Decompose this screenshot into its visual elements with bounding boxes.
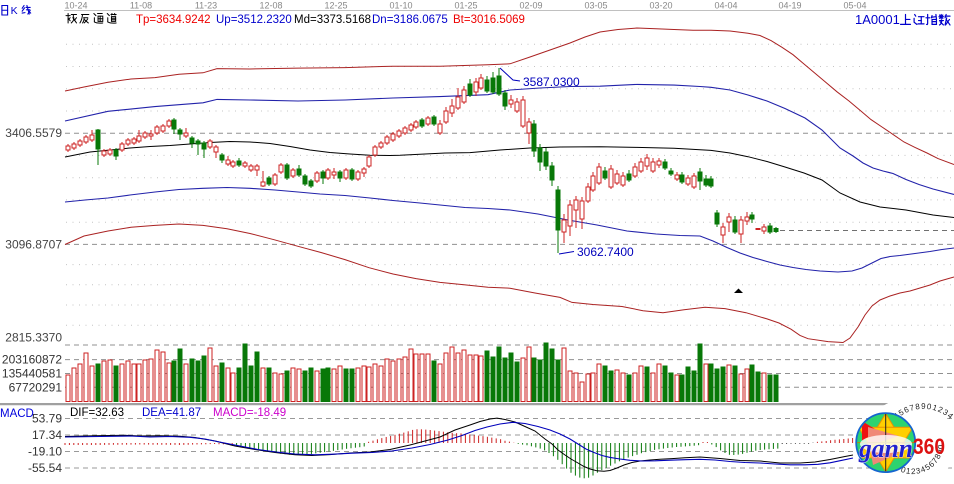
svg-text:MACD=-18.49: MACD=-18.49 — [213, 407, 286, 419]
svg-text:67720291: 67720291 — [9, 380, 63, 394]
svg-text:Dn=3186.0675: Dn=3186.0675 — [372, 14, 448, 26]
svg-text:Tp=3634.9242: Tp=3634.9242 — [136, 14, 211, 26]
svg-text:05-04: 05-04 — [843, 1, 866, 11]
svg-text:12-08: 12-08 — [259, 1, 282, 11]
svg-text:3587.0300: 3587.0300 — [523, 75, 580, 89]
svg-text:11-23: 11-23 — [195, 1, 217, 11]
svg-text:-19.10: -19.10 — [28, 445, 62, 459]
svg-text:04-19: 04-19 — [778, 1, 801, 11]
svg-text:01-10: 01-10 — [389, 1, 412, 11]
svg-text:53.79: 53.79 — [32, 412, 62, 426]
svg-text:Bt=3016.5069: Bt=3016.5069 — [453, 14, 525, 26]
svg-text:DEA=41.87: DEA=41.87 — [142, 407, 201, 419]
svg-text:gann: gann — [858, 434, 913, 463]
svg-text:Md=3373.5168: Md=3373.5168 — [294, 14, 371, 26]
svg-text:02-09: 02-09 — [519, 1, 542, 11]
svg-text:2815.3370: 2815.3370 — [5, 331, 62, 345]
svg-text:K: K — [11, 5, 18, 17]
svg-text:1A0001: 1A0001 — [855, 12, 900, 27]
svg-text:17.34: 17.34 — [32, 428, 62, 442]
svg-text:03-05: 03-05 — [584, 1, 607, 11]
svg-text:360: 360 — [913, 434, 945, 459]
svg-text:135440581: 135440581 — [2, 367, 62, 381]
svg-text:-55.54: -55.54 — [28, 461, 62, 475]
svg-text:10-24: 10-24 — [64, 1, 87, 11]
svg-text:12-25: 12-25 — [324, 1, 347, 11]
svg-text:01-25: 01-25 — [454, 1, 477, 11]
svg-text:11-08: 11-08 — [130, 1, 152, 11]
svg-text:DIF=32.63: DIF=32.63 — [70, 407, 124, 419]
svg-text:3406.5579: 3406.5579 — [5, 126, 62, 140]
svg-text:3096.8707: 3096.8707 — [5, 237, 62, 251]
svg-text:3062.7400: 3062.7400 — [577, 245, 634, 259]
svg-text:03-20: 03-20 — [649, 1, 672, 11]
svg-text:Up=3512.2320: Up=3512.2320 — [216, 14, 292, 26]
svg-text:203160872: 203160872 — [2, 353, 62, 367]
svg-text:04-04: 04-04 — [714, 1, 737, 11]
svg-text:MACD: MACD — [0, 408, 34, 420]
